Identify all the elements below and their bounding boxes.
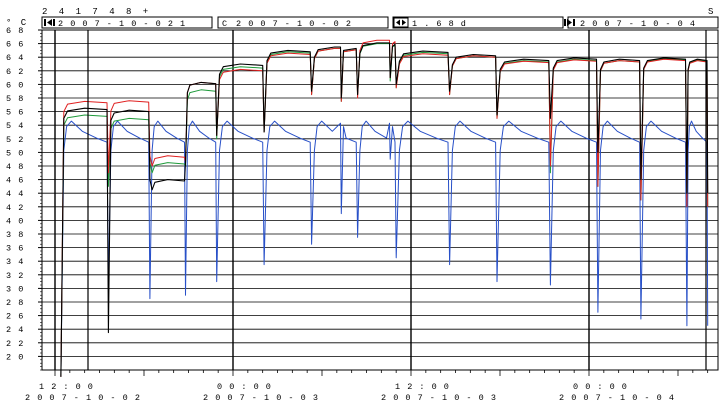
y-tick-label: 3 2 — [6, 271, 24, 281]
y-tick-label: 6 4 — [6, 53, 24, 63]
logger-id: 2 4 1 7 4 8 + — [42, 7, 151, 17]
end-date: 2 0 0 7 - 1 0 - 0 4 — [580, 19, 696, 29]
y-tick-label: 2 4 — [6, 325, 24, 335]
corner-label: S — [708, 7, 716, 17]
end-date-box[interactable]: 2 0 0 7 - 1 0 - 0 4 — [564, 16, 719, 29]
x-tick-date: 2 0 0 7 - 1 0 - 0 3 — [381, 393, 497, 403]
y-tick-label: 2 8 — [6, 298, 24, 308]
y-tick-label: 5 2 — [6, 135, 24, 145]
series-line-0 — [60, 42, 709, 377]
series-lines — [60, 39, 709, 377]
x-tick-time: 0 0 : 0 0 — [573, 382, 628, 392]
x-tick-time: 1 2 : 0 0 — [395, 382, 450, 392]
y-tick-label: 4 2 — [6, 203, 24, 213]
start-date: 2 0 0 7 - 1 0 - 0 2 1 — [58, 19, 186, 29]
x-axis: 1 2 : 0 02 0 0 7 - 1 0 - 0 20 0 : 0 02 0… — [25, 370, 709, 403]
y-tick-label: 3 4 — [6, 257, 24, 267]
plot-area[interactable] — [41, 29, 719, 371]
y-tick-label: 2 6 — [6, 312, 24, 322]
y-tick-label: 6 2 — [6, 67, 24, 77]
y-tick-label: 5 8 — [6, 94, 24, 104]
y-tick-label: 4 4 — [6, 189, 24, 199]
x-tick-time: 0 0 : 0 0 — [217, 382, 272, 392]
x-tick-date: 2 0 0 7 - 1 0 - 0 4 — [559, 393, 675, 403]
series-line-1 — [60, 39, 709, 377]
y-tick-label: 5 6 — [6, 108, 24, 118]
y-tick-label: 6 6 — [6, 40, 24, 50]
cursor-date: 2 0 0 7 - 1 0 - 0 2 — [236, 19, 352, 29]
start-date-box[interactable]: 2 0 0 7 - 1 0 - 0 2 1 — [41, 16, 213, 29]
start-marker-icon[interactable] — [44, 19, 55, 26]
unit-label: ° C — [6, 18, 28, 28]
span-box[interactable]: 1 . 6 8 d — [392, 16, 564, 29]
end-marker-icon[interactable] — [564, 19, 575, 26]
y-tick-label: 3 8 — [6, 230, 24, 240]
y-tick-label: 6 8 — [6, 26, 24, 36]
y-tick-label: 3 6 — [6, 244, 24, 254]
gridlines — [42, 29, 718, 370]
y-tick-label: 4 8 — [6, 162, 24, 172]
y-tick-label: 4 0 — [6, 216, 24, 226]
y-tick-label: 4 6 — [6, 176, 24, 186]
y-axis: 6 8 6 6 6 4 6 2 6 0 5 8 5 6 5 4 5 2 5 0 4 8 4 6 4 4 4… — [6, 26, 42, 371]
span-arrows-icon[interactable] — [393, 17, 409, 28]
cursor-label: C — [222, 19, 228, 29]
series-line-3 — [60, 120, 709, 377]
x-tick-time: 1 2 : 0 0 — [39, 382, 94, 392]
x-tick-date: 2 0 0 7 - 1 0 - 0 2 — [25, 393, 141, 403]
x-tick-date: 2 0 0 7 - 1 0 - 0 3 — [203, 393, 319, 403]
y-tick-label: 5 0 — [6, 148, 24, 158]
y-tick-label: 2 0 — [6, 352, 24, 362]
y-tick-label: 2 2 — [6, 339, 24, 349]
span-value: 1 . 6 8 d — [412, 19, 467, 29]
y-tick-label: 3 0 — [6, 284, 24, 294]
y-tick-label: 6 0 — [6, 80, 24, 90]
cursor-box[interactable]: C 2 0 0 7 - 1 0 - 0 2 — [217, 16, 389, 29]
y-tick-label: 5 4 — [6, 121, 24, 131]
